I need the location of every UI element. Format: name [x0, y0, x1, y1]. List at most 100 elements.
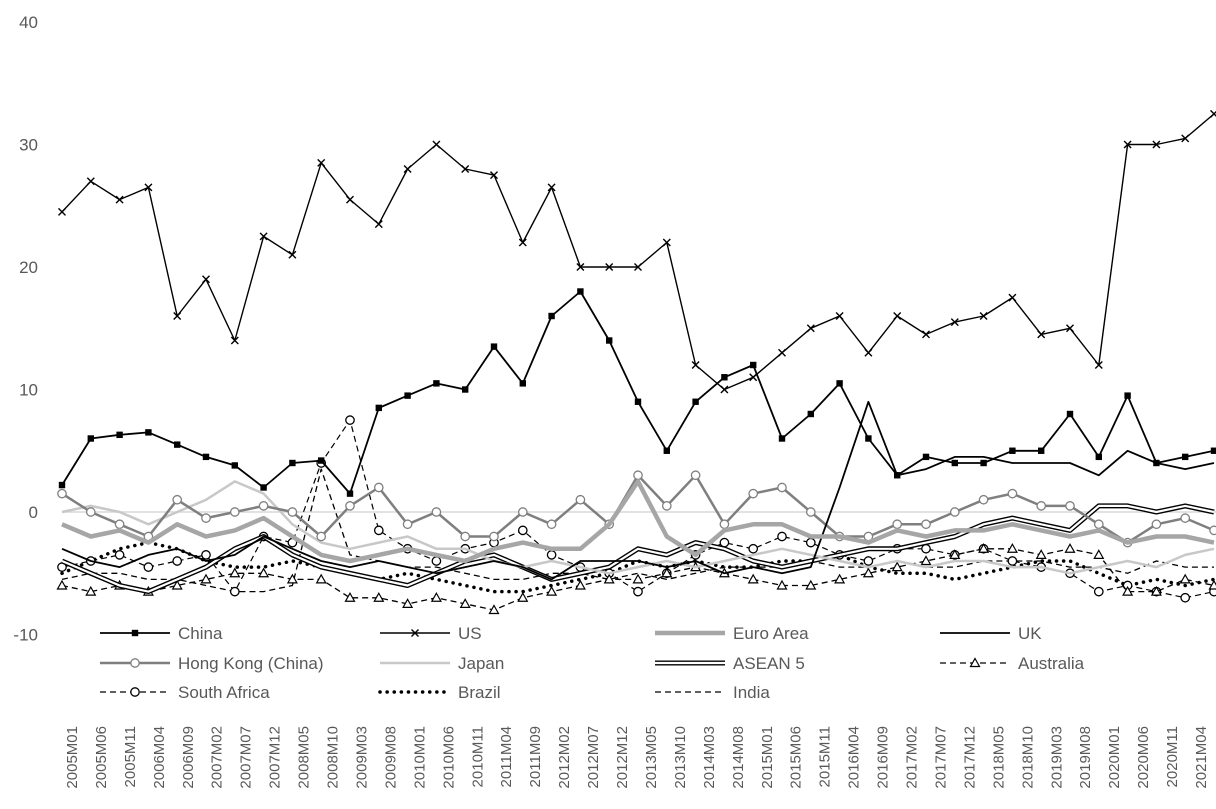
- data-point-us: [58, 207, 66, 216]
- data-point-us: [893, 312, 902, 320]
- data-point-us: [979, 312, 988, 320]
- data-point-china: [231, 462, 238, 469]
- data-point-china: [692, 398, 699, 405]
- data-point-south-africa: [172, 556, 183, 566]
- data-point-south-africa: [777, 531, 787, 542]
- legend-item-china: China: [100, 624, 223, 643]
- data-point-australia: [56, 579, 68, 590]
- data-point-china: [404, 392, 411, 399]
- data-point-china: [1153, 459, 1160, 467]
- x-tick-label: 2011M04: [498, 726, 515, 787]
- data-point-china: [202, 453, 210, 461]
- legend-label: Brazil: [458, 683, 501, 702]
- x-tick-label: 2009M03: [353, 726, 370, 789]
- x-tick-label: 2020M01: [1106, 726, 1123, 789]
- data-point-australia: [459, 598, 471, 608]
- data-point-hong-kong-china: [316, 531, 327, 542]
- data-point-hong-kong-china: [489, 531, 499, 542]
- x-tick-label: 2006M09: [180, 726, 197, 789]
- data-point-china: [980, 459, 987, 467]
- legend-label: South Africa: [178, 683, 270, 702]
- data-point-china: [548, 312, 555, 320]
- data-point-hong-kong-china: [258, 501, 269, 511]
- data-point-australia: [402, 598, 414, 608]
- data-point-hong-kong-china: [402, 519, 413, 530]
- data-point-china: [462, 386, 469, 393]
- series-us: [58, 109, 1216, 394]
- data-point-us: [720, 385, 729, 394]
- data-point-australia: [632, 573, 644, 584]
- data-point-hong-kong-china: [85, 507, 96, 517]
- data-point-hong-kong-china: [690, 470, 701, 481]
- data-point-hong-kong-china: [1036, 501, 1047, 511]
- data-point-china: [865, 435, 872, 442]
- data-point-australia: [546, 585, 558, 596]
- data-point-australia: [258, 567, 270, 578]
- data-point-us: [317, 158, 326, 167]
- series-line-asean-5-inner: [61, 504, 1215, 593]
- data-point-us: [1152, 140, 1161, 149]
- x-tick-label: 2010M11: [469, 726, 486, 787]
- legend-marker-us: [411, 629, 419, 637]
- data-point-australia: [776, 579, 788, 590]
- x-tick-label: 2018M10: [1019, 726, 1036, 789]
- data-point-south-africa: [805, 537, 816, 548]
- data-point-australia: [344, 592, 356, 602]
- x-tick-label: 2014M08: [730, 726, 747, 789]
- data-point-us: [922, 330, 930, 339]
- data-point-hong-kong-china: [777, 482, 787, 493]
- x-tick-label: 2012M02: [556, 726, 573, 789]
- x-tick-label: 2009M08: [382, 726, 399, 789]
- data-point-us: [288, 250, 297, 259]
- data-point-us: [230, 336, 239, 345]
- data-point-south-africa: [229, 586, 240, 597]
- data-point-australia: [171, 579, 183, 590]
- y-tick-label: 30: [19, 136, 38, 155]
- data-point-hong-kong-china: [114, 519, 125, 530]
- data-point-south-africa: [1007, 556, 1018, 566]
- data-point-australia: [517, 592, 529, 602]
- data-point-hong-kong-china: [431, 507, 442, 517]
- data-point-china: [346, 490, 354, 497]
- legend-marker-hong-kong-china: [130, 658, 140, 668]
- data-point-hong-kong-china: [1209, 525, 1216, 536]
- legend-item-euro-area: Euro Area: [655, 624, 809, 643]
- legend-label: India: [733, 683, 770, 702]
- plot-area: [56, 109, 1216, 615]
- data-point-china: [174, 441, 181, 448]
- data-point-china: [663, 447, 670, 454]
- x-tick-label: 2008M05: [296, 726, 313, 789]
- data-point-hong-kong-china: [1151, 519, 1162, 530]
- data-point-australia: [661, 567, 673, 578]
- data-point-us: [202, 275, 210, 284]
- data-point-us: [1210, 109, 1216, 118]
- data-point-south-africa: [719, 537, 730, 548]
- x-tick-label: 2013M10: [672, 726, 689, 789]
- data-point-hong-kong-china: [805, 507, 816, 517]
- data-point-china: [836, 380, 843, 387]
- legend-label: Australia: [1018, 654, 1085, 673]
- data-point-us: [950, 318, 959, 327]
- x-tick-label: 2017M02: [904, 726, 921, 789]
- data-point-australia: [315, 573, 327, 584]
- data-point-hong-kong-china: [748, 488, 759, 499]
- data-point-china: [577, 288, 584, 295]
- data-point-china: [58, 481, 66, 489]
- data-point-australia: [1035, 549, 1047, 559]
- data-point-south-africa: [114, 550, 125, 560]
- x-tick-label: 2007M12: [267, 726, 284, 789]
- data-point-south-africa: [748, 543, 759, 554]
- series-uk: [61, 400, 1215, 581]
- data-point-australia: [85, 585, 97, 596]
- data-point-us: [749, 373, 758, 382]
- legend-marker-south-africa: [130, 687, 140, 697]
- data-point-us: [374, 220, 383, 229]
- data-point-china: [1066, 410, 1074, 418]
- x-tick-label: 2019M08: [1077, 726, 1094, 789]
- data-point-us: [461, 165, 470, 173]
- data-point-us: [115, 195, 124, 204]
- data-point-china: [922, 453, 930, 461]
- series-line-us: [61, 113, 1215, 391]
- data-point-australia: [920, 555, 932, 566]
